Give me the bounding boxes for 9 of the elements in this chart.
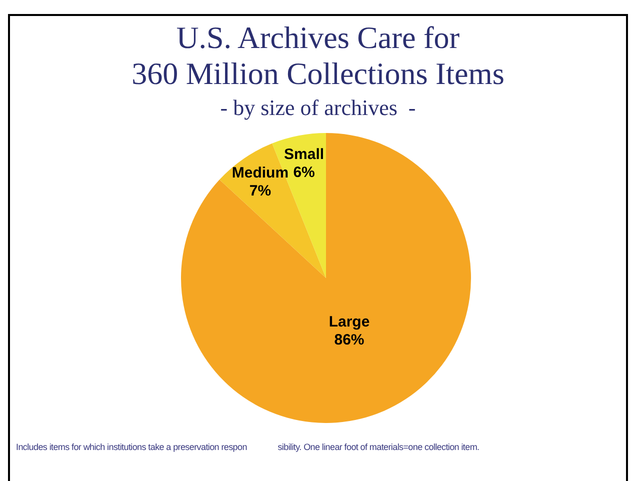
- data-label: 6%: [293, 164, 315, 182]
- data-label: 86%: [334, 331, 364, 348]
- chart-title: U.S. Archives Care for 360 Million Collections Items: [132, 20, 504, 92]
- slice-label: Medium: [232, 164, 289, 182]
- data-label: 7%: [249, 182, 272, 200]
- text: Includes items for which institutions take a preservation respon sibility. One linear foot of materials=one collection item.: [16, 442, 480, 452]
- chart-subtitle: - by size of archives -: [219, 95, 417, 121]
- slice-label: Large: [328, 313, 370, 330]
- slice-label: Small: [284, 146, 324, 164]
